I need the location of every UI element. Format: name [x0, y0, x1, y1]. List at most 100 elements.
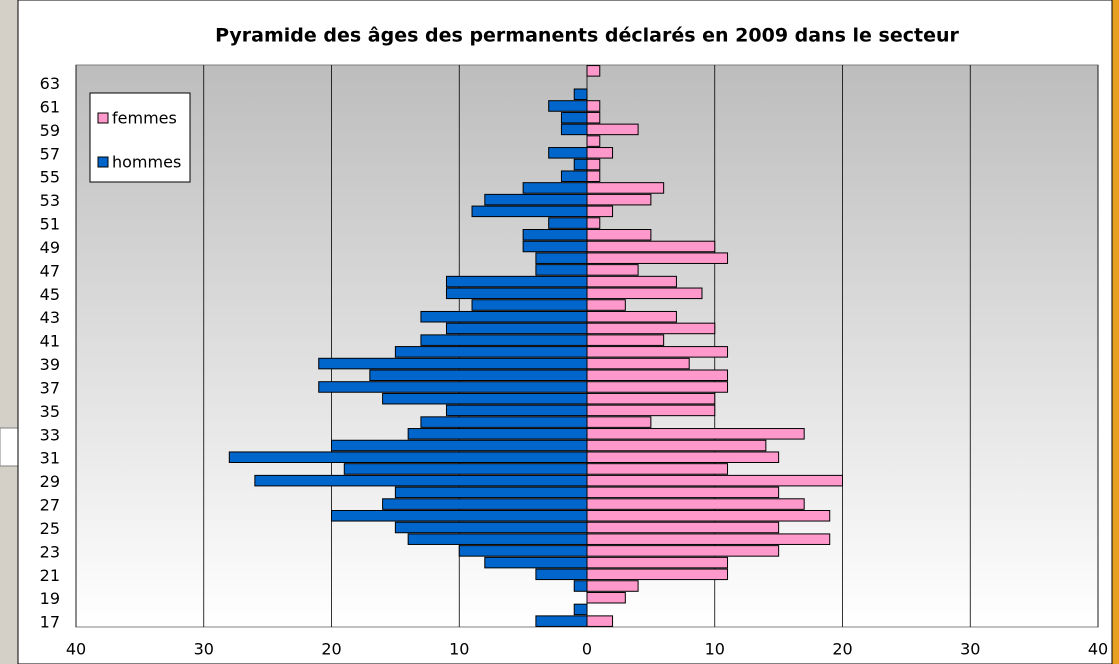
y-tick-label: 47 — [40, 261, 60, 280]
bar — [407, 533, 588, 545]
legend-swatch — [97, 112, 109, 124]
bar — [318, 381, 588, 393]
bar — [560, 123, 588, 136]
bar — [548, 147, 588, 159]
bar — [560, 170, 588, 182]
bar — [420, 416, 588, 428]
bar — [586, 556, 729, 569]
bar — [586, 369, 729, 382]
bar — [382, 498, 588, 510]
bar — [586, 510, 831, 522]
bar — [458, 545, 588, 557]
x-tick-label: 40 — [66, 640, 86, 659]
y-tick-label: 17 — [40, 613, 60, 632]
bar — [535, 264, 588, 276]
bar — [586, 100, 601, 112]
bar — [445, 322, 588, 335]
bar — [586, 498, 805, 510]
bar — [586, 486, 780, 499]
y-tick-label: 43 — [40, 308, 60, 327]
bar — [586, 474, 843, 487]
y-tick-label: 23 — [40, 542, 60, 561]
bar — [586, 299, 626, 311]
bar — [573, 603, 588, 616]
chart-title: Pyramide des âges des permanents déclaré… — [215, 25, 959, 47]
bar — [522, 240, 588, 253]
bar — [586, 428, 805, 440]
bar — [254, 474, 588, 487]
bar — [586, 381, 729, 393]
bar — [586, 392, 716, 405]
bar — [331, 439, 588, 452]
bar — [484, 556, 588, 569]
legend-swatch — [97, 156, 109, 168]
bar — [535, 252, 588, 264]
x-tick-label: 20 — [321, 640, 341, 659]
bar — [586, 451, 780, 463]
bar — [573, 580, 588, 592]
y-tick-label: 41 — [40, 332, 60, 351]
bar — [318, 357, 588, 370]
bar — [560, 111, 588, 124]
bar — [586, 545, 780, 557]
y-tick-label: 27 — [40, 496, 60, 515]
x-tick-label: 30 — [194, 640, 214, 659]
y-tick-label: 63 — [40, 74, 60, 93]
bar — [586, 123, 639, 136]
y-tick-label: 35 — [40, 402, 60, 421]
bar — [471, 205, 588, 218]
bar — [586, 404, 716, 417]
x-tick-label: 10 — [449, 640, 469, 659]
x-tick-label: 20 — [832, 640, 852, 659]
bar — [394, 521, 588, 534]
y-tick-label: 53 — [40, 191, 60, 210]
bar — [445, 287, 588, 300]
legend-label: hommes — [112, 153, 181, 172]
bar — [548, 100, 588, 112]
y-tick-label: 61 — [40, 97, 60, 116]
x-tick-label: 30 — [960, 640, 980, 659]
bar — [586, 147, 614, 159]
bar — [586, 580, 639, 592]
bar — [586, 346, 729, 358]
bar — [420, 334, 588, 346]
x-tick-label: 40 — [1088, 640, 1108, 659]
x-tick-label: 10 — [705, 640, 725, 659]
bar — [535, 615, 588, 627]
cell — [0, 427, 19, 467]
bar — [586, 287, 703, 300]
y-tick-label: 49 — [40, 238, 60, 257]
bar — [586, 357, 690, 370]
legend-label: femmes — [112, 109, 177, 128]
bar — [586, 252, 729, 264]
y-tick-label: 19 — [40, 589, 60, 608]
bar — [586, 591, 626, 604]
y-tick-label: 37 — [40, 378, 60, 397]
bar — [586, 111, 601, 124]
bar — [343, 463, 588, 475]
bar — [586, 264, 639, 276]
bar — [586, 170, 601, 182]
y-tick-label: 45 — [40, 285, 60, 304]
bar — [586, 533, 831, 545]
y-tick-label: 21 — [40, 566, 60, 585]
bar — [394, 346, 588, 358]
bar — [586, 439, 767, 452]
bar — [535, 568, 588, 581]
y-tick-label: 55 — [40, 168, 60, 187]
bar — [445, 404, 588, 417]
bar — [586, 275, 677, 288]
bar — [407, 428, 588, 440]
bar — [394, 486, 588, 499]
bar — [586, 521, 780, 534]
bar — [586, 322, 716, 335]
bar — [573, 88, 588, 101]
y-tick-label: 39 — [40, 355, 60, 374]
y-tick-label: 33 — [40, 425, 60, 444]
bar — [586, 158, 601, 171]
bar — [369, 369, 588, 382]
bar — [445, 275, 588, 288]
bar — [471, 299, 588, 311]
bar — [522, 229, 588, 241]
